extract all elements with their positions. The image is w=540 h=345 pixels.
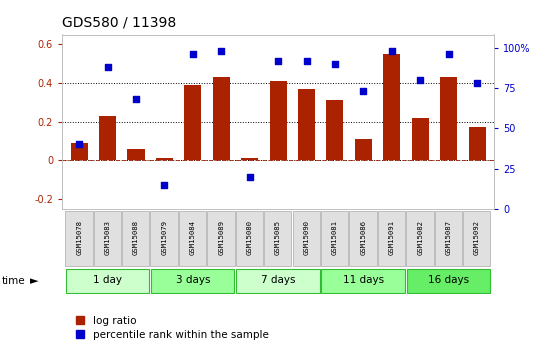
Text: GSM15088: GSM15088: [133, 220, 139, 255]
Point: [302, 58, 311, 63]
FancyBboxPatch shape: [463, 210, 490, 266]
Text: GSM15084: GSM15084: [190, 220, 196, 255]
Legend: log ratio, percentile rank within the sample: log ratio, percentile rank within the sa…: [76, 316, 268, 340]
Point: [160, 182, 168, 187]
FancyBboxPatch shape: [264, 210, 292, 266]
Bar: [127, 149, 145, 160]
Text: GSM15085: GSM15085: [275, 220, 281, 255]
Bar: [71, 143, 87, 160]
Point: [330, 61, 339, 67]
Text: GSM15089: GSM15089: [218, 220, 224, 255]
Bar: [440, 77, 457, 160]
FancyBboxPatch shape: [65, 269, 149, 293]
FancyBboxPatch shape: [122, 210, 150, 266]
FancyBboxPatch shape: [349, 210, 377, 266]
Bar: [99, 116, 116, 160]
Text: 11 days: 11 days: [343, 275, 384, 285]
Bar: [269, 81, 287, 160]
Bar: [241, 158, 258, 160]
Text: GSM15092: GSM15092: [474, 220, 480, 255]
Text: GSM15078: GSM15078: [76, 220, 82, 255]
FancyBboxPatch shape: [293, 210, 320, 266]
Text: 7 days: 7 days: [261, 275, 295, 285]
Text: 3 days: 3 days: [176, 275, 210, 285]
Text: GSM15083: GSM15083: [105, 220, 111, 255]
Point: [188, 51, 197, 57]
FancyBboxPatch shape: [407, 269, 490, 293]
Point: [245, 174, 254, 179]
Text: GSM15081: GSM15081: [332, 220, 338, 255]
Point: [388, 48, 396, 54]
Bar: [469, 127, 485, 160]
Point: [359, 89, 368, 94]
FancyBboxPatch shape: [435, 210, 462, 266]
Bar: [184, 85, 201, 160]
Point: [444, 51, 453, 57]
Point: [472, 80, 481, 86]
Text: ►: ►: [30, 276, 39, 286]
Bar: [411, 118, 429, 160]
Text: GSM15080: GSM15080: [247, 220, 253, 255]
FancyBboxPatch shape: [179, 210, 206, 266]
Bar: [383, 54, 400, 160]
Text: 1 day: 1 day: [93, 275, 122, 285]
Point: [103, 65, 112, 70]
Bar: [326, 100, 343, 160]
Point: [416, 77, 424, 83]
Text: GSM15086: GSM15086: [360, 220, 366, 255]
FancyBboxPatch shape: [378, 210, 405, 266]
FancyBboxPatch shape: [236, 210, 263, 266]
Point: [75, 142, 84, 147]
FancyBboxPatch shape: [236, 269, 320, 293]
Bar: [213, 77, 230, 160]
FancyBboxPatch shape: [151, 269, 234, 293]
Bar: [355, 139, 372, 160]
FancyBboxPatch shape: [321, 210, 348, 266]
Bar: [156, 158, 173, 160]
FancyBboxPatch shape: [65, 210, 92, 266]
Text: time: time: [2, 276, 25, 286]
Text: 16 days: 16 days: [428, 275, 469, 285]
FancyBboxPatch shape: [93, 210, 121, 266]
FancyBboxPatch shape: [406, 210, 434, 266]
Point: [217, 48, 226, 54]
Point: [132, 97, 140, 102]
Text: GSM15079: GSM15079: [161, 220, 167, 255]
FancyBboxPatch shape: [151, 210, 178, 266]
Text: GSM15090: GSM15090: [303, 220, 309, 255]
Text: GSM15087: GSM15087: [446, 220, 451, 255]
Bar: [298, 89, 315, 160]
Text: GSM15082: GSM15082: [417, 220, 423, 255]
FancyBboxPatch shape: [207, 210, 234, 266]
Text: GSM15091: GSM15091: [389, 220, 395, 255]
FancyBboxPatch shape: [321, 269, 405, 293]
Text: GDS580 / 11398: GDS580 / 11398: [62, 16, 177, 30]
Point: [274, 58, 282, 63]
